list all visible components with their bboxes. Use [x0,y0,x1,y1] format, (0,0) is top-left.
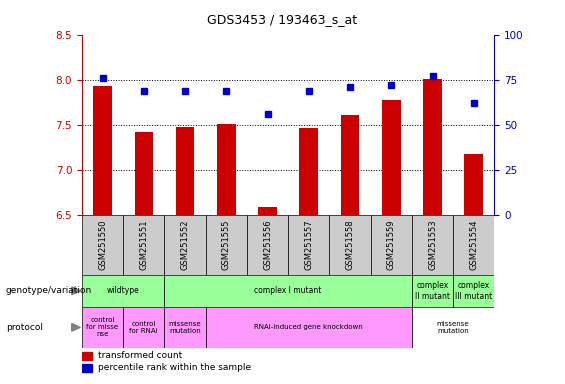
Text: GSM251553: GSM251553 [428,220,437,270]
Text: control
for misse
nse: control for misse nse [86,317,119,338]
Text: protocol: protocol [6,323,42,332]
Text: complex
II mutant: complex II mutant [415,281,450,301]
Polygon shape [72,287,80,295]
Bar [329,215,371,275]
Bar [206,215,247,275]
Bar [164,215,206,275]
Text: GSM251554: GSM251554 [470,220,478,270]
Bar [123,215,164,275]
Text: RNAi-induced gene knockdown: RNAi-induced gene knockdown [254,324,363,330]
Bar [453,215,494,275]
Bar [423,79,442,215]
Bar [82,364,92,372]
Bar [453,275,494,307]
Text: complex I mutant: complex I mutant [254,286,322,295]
Text: GSM251558: GSM251558 [346,220,354,270]
Text: GSM251555: GSM251555 [222,220,231,270]
Bar [93,86,112,215]
Bar [258,207,277,215]
Text: GSM251550: GSM251550 [98,220,107,270]
Bar [412,215,453,275]
Text: GSM251557: GSM251557 [305,220,313,270]
Text: GSM251552: GSM251552 [181,220,189,270]
Text: GSM251559: GSM251559 [387,220,396,270]
Bar [341,115,359,215]
Bar [217,124,236,215]
Text: missense
mutation: missense mutation [169,321,201,334]
Bar [247,215,288,275]
Text: genotype/variation: genotype/variation [6,286,92,295]
Text: transformed count: transformed count [98,351,182,360]
Bar [206,307,412,348]
Bar [299,127,318,215]
Text: wildtype: wildtype [107,286,140,295]
Bar [176,127,194,215]
Bar [464,154,483,215]
Text: GSM251551: GSM251551 [140,220,148,270]
Polygon shape [72,323,80,331]
Bar [412,275,453,307]
Bar [123,307,164,348]
Text: control
for RNAi: control for RNAi [129,321,158,334]
Bar [288,215,329,275]
Bar [371,215,412,275]
Bar [134,132,153,215]
Text: GSM251556: GSM251556 [263,220,272,270]
Bar [82,307,123,348]
Text: complex
III mutant: complex III mutant [455,281,492,301]
Bar [82,352,92,359]
Text: missense
mutation: missense mutation [437,321,470,334]
Bar [382,99,401,215]
Bar [164,275,412,307]
Bar [164,307,206,348]
Bar [82,215,123,275]
Bar [82,275,164,307]
Text: percentile rank within the sample: percentile rank within the sample [98,363,251,372]
Bar [412,307,494,348]
Text: GDS3453 / 193463_s_at: GDS3453 / 193463_s_at [207,13,358,26]
